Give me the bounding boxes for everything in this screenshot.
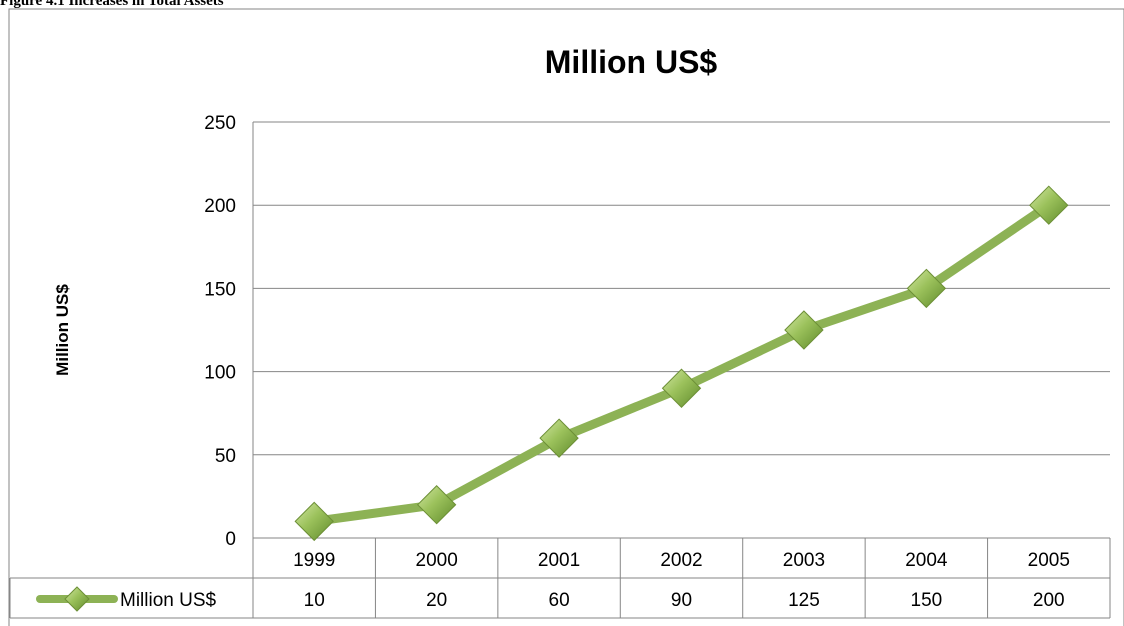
y-tick-label: 200	[204, 196, 236, 217]
x-tick-label: 2004	[905, 550, 948, 571]
x-tick-label: 1999	[293, 550, 335, 571]
data-point-marker	[539, 418, 579, 458]
y-tick-label: 100	[204, 363, 236, 384]
y-tick-label: 0	[225, 529, 236, 550]
x-tick-label: 2003	[783, 550, 825, 571]
data-point-marker	[906, 268, 947, 309]
y-tick-label: 150	[204, 279, 236, 300]
data-point-marker	[416, 485, 457, 525]
x-tick-label: 2001	[538, 550, 580, 571]
chart-border	[8, 8, 1124, 626]
y-axis-label: Million US$	[53, 284, 72, 376]
data-table-value: 60	[549, 590, 570, 611]
data-table-value: 125	[788, 590, 820, 611]
x-tick-label: 2002	[660, 550, 702, 571]
legend-label: Million US$	[120, 590, 217, 611]
data-table-value: 150	[911, 590, 943, 611]
x-tick-label: 2005	[1028, 550, 1070, 571]
data-table-value: 200	[1033, 590, 1065, 611]
chart-title: Million US$	[545, 44, 718, 80]
y-tick-label: 50	[215, 446, 236, 467]
data-point-marker	[784, 310, 824, 350]
data-point-marker	[1029, 185, 1069, 225]
data-point-marker	[661, 368, 702, 408]
data-table-value: 90	[671, 590, 692, 611]
figure-caption: Figure 4.1 Increases in Total Assets	[0, 0, 224, 9]
legend-marker	[64, 586, 90, 612]
x-tick-label: 2000	[416, 550, 458, 571]
data-table-value: 20	[426, 590, 447, 611]
y-tick-label: 250	[204, 113, 236, 134]
data-point-marker	[294, 501, 334, 542]
data-table-value: 10	[304, 590, 325, 611]
series-line	[309, 200, 1054, 526]
